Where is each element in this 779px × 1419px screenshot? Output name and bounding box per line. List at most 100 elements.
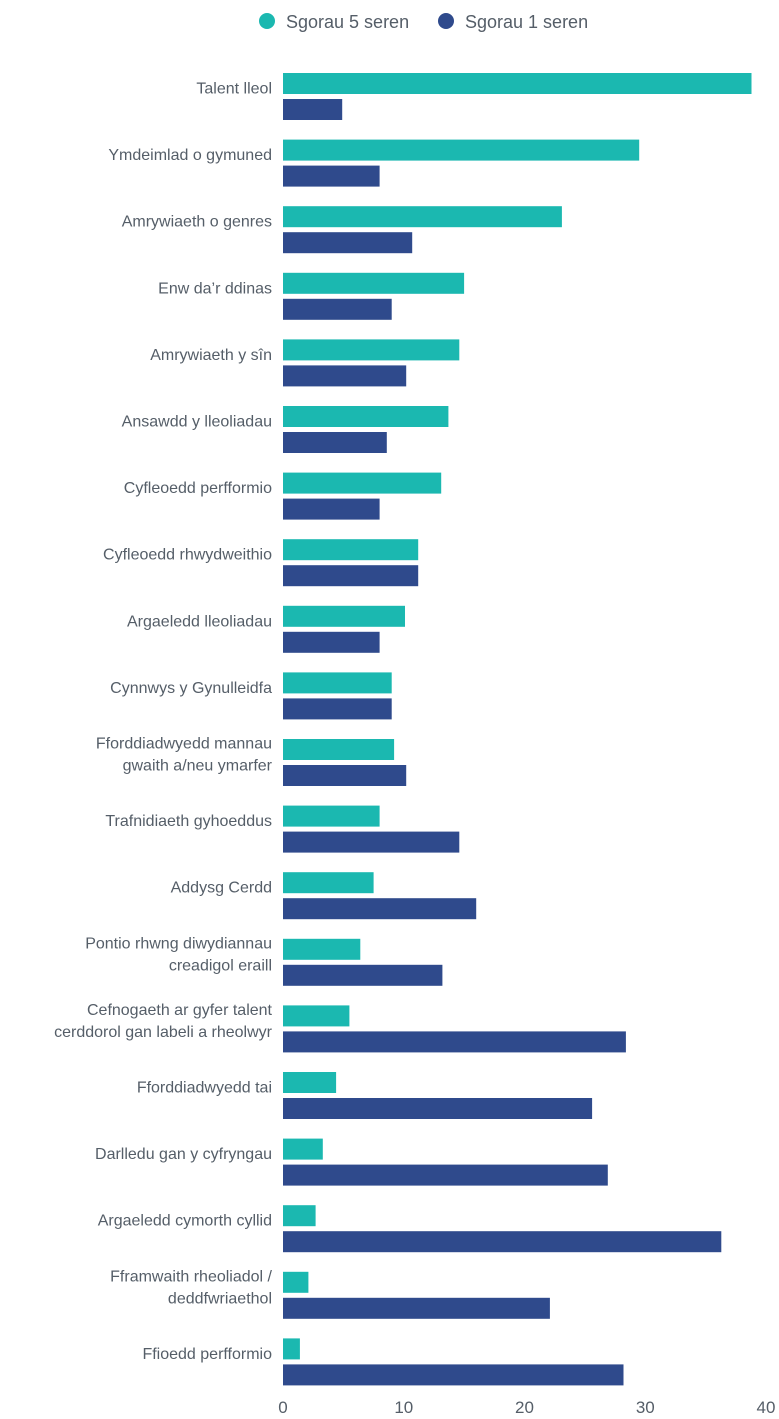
bar bbox=[283, 406, 449, 427]
bar bbox=[283, 964, 443, 986]
category-label-line: Amrywiaeth o genres bbox=[122, 214, 272, 231]
category-label-line: Fframwaith rheoliadol / bbox=[110, 1268, 272, 1285]
category-label-line: Enw da’r ddinas bbox=[158, 280, 272, 297]
category-label-line: gwaith a/neu ymarfer bbox=[123, 758, 273, 775]
bar bbox=[283, 739, 395, 760]
category-label: Argaeledd lleoliadau bbox=[127, 613, 272, 630]
legend-label: Sgorau 5 seren bbox=[286, 12, 409, 32]
category-label-line: Argaeledd lleoliadau bbox=[127, 613, 272, 630]
category-label-line: Cynnwys y Gynulleidfa bbox=[110, 680, 272, 697]
category-label: Ffioedd perfformio bbox=[142, 1346, 272, 1363]
category-label-line: Ansawdd y lleoliadau bbox=[122, 414, 272, 431]
category-label-line: Trafnidiaeth gyhoeddus bbox=[105, 813, 272, 830]
category-label-line: Ffioedd perfformio bbox=[142, 1346, 272, 1363]
x-tick-label: 30 bbox=[636, 1398, 655, 1417]
bar bbox=[283, 898, 477, 920]
category-label-line: cerddorol gan labeli a rheolwyr bbox=[54, 1024, 273, 1041]
category-label-line: Addysg Cerdd bbox=[171, 880, 272, 897]
category-label-line: Fforddiadwyedd tai bbox=[137, 1080, 272, 1097]
category-label: Darlledu gan y cyfryngau bbox=[95, 1146, 272, 1163]
category-label-line: Argaeledd cymorth cyllid bbox=[98, 1213, 272, 1230]
bar bbox=[283, 139, 640, 161]
category-label-line: creadigol eraill bbox=[169, 957, 272, 974]
bar bbox=[283, 539, 419, 561]
category-label-line: Cefnogaeth ar gyfer talent bbox=[87, 1002, 273, 1019]
bar bbox=[283, 1031, 626, 1053]
bar bbox=[283, 73, 752, 94]
legend-item: Sgorau 5 seren bbox=[259, 12, 409, 32]
category-label-line: Talent lleol bbox=[196, 81, 272, 98]
bar bbox=[283, 1138, 323, 1160]
bar bbox=[283, 1231, 722, 1253]
category-label: Ymdeimlad o gymuned bbox=[108, 147, 272, 164]
category-label: Talent lleol bbox=[196, 81, 272, 98]
legend-label: Sgorau 1 seren bbox=[465, 12, 588, 32]
bar bbox=[283, 339, 460, 361]
category-label: Trafnidiaeth gyhoeddus bbox=[105, 813, 272, 830]
category-label: Cyfleoedd perfformio bbox=[124, 480, 272, 497]
bar bbox=[283, 1072, 337, 1093]
category-label: Cynnwys y Gynulleidfa bbox=[110, 680, 272, 697]
bar bbox=[283, 605, 405, 627]
category-label: Enw da’r ddinas bbox=[158, 280, 272, 297]
bar bbox=[283, 565, 419, 587]
category-label: Pontio rhwng diwydiannau creadigol eraill bbox=[85, 935, 272, 974]
category-label: Cyfleoedd rhwydweithio bbox=[103, 547, 272, 564]
bar bbox=[283, 272, 465, 294]
bar bbox=[283, 1098, 593, 1119]
bar bbox=[283, 938, 361, 960]
category-label-line: deddfwriaethol bbox=[168, 1290, 272, 1307]
bar bbox=[283, 498, 380, 520]
category-label: Cefnogaeth ar gyfer talent cerddorol gan … bbox=[54, 1002, 273, 1041]
bar bbox=[283, 298, 392, 320]
bar bbox=[283, 1364, 624, 1386]
bar bbox=[283, 1297, 550, 1319]
category-label: Amrywiaeth o genres bbox=[122, 214, 272, 231]
category-label: Fforddiadwyedd mannau gwaith a/neu ymarfe… bbox=[96, 736, 273, 775]
legend-item: Sgorau 1 seren bbox=[438, 12, 588, 32]
legend-swatch bbox=[259, 13, 275, 29]
category-label-line: Darlledu gan y cyfryngau bbox=[95, 1146, 272, 1163]
bar bbox=[283, 1164, 608, 1186]
category-label-line: Ymdeimlad o gymuned bbox=[108, 147, 272, 164]
bar bbox=[283, 698, 392, 720]
bar bbox=[283, 805, 380, 827]
category-label: Fframwaith rheoliadol / deddfwriaethol bbox=[110, 1268, 272, 1307]
bar bbox=[283, 232, 413, 254]
category-label: Ansawdd y lleoliadau bbox=[122, 414, 272, 431]
category-label: Addysg Cerdd bbox=[171, 880, 272, 897]
bar bbox=[283, 472, 442, 494]
x-tick-label: 20 bbox=[515, 1398, 534, 1417]
bar bbox=[283, 765, 407, 786]
legend: Sgorau 5 seren Sgorau 1 seren bbox=[259, 12, 588, 32]
bar bbox=[283, 631, 380, 653]
legend-swatch bbox=[438, 13, 454, 29]
category-labels: Talent lleol Ymdeimlad o gymuned Amrywiaet… bbox=[54, 81, 273, 1363]
category-label-line: Fforddiadwyedd mannau bbox=[96, 736, 272, 753]
bar bbox=[283, 165, 380, 187]
category-label-line: Pontio rhwng diwydiannau bbox=[85, 935, 272, 952]
bar bbox=[283, 1205, 316, 1227]
x-axis-ticks: 0 10 20 30 40 bbox=[278, 1398, 775, 1417]
bars bbox=[283, 73, 752, 1386]
x-tick-label: 10 bbox=[394, 1398, 413, 1417]
category-label: Argaeledd cymorth cyllid bbox=[98, 1213, 272, 1230]
bar bbox=[283, 1338, 300, 1360]
x-tick-label: 0 bbox=[278, 1398, 287, 1417]
bar bbox=[283, 672, 392, 694]
bar bbox=[283, 1271, 309, 1293]
category-label: Fforddiadwyedd tai bbox=[137, 1080, 272, 1097]
category-label-line: Cyfleoedd perfformio bbox=[124, 480, 272, 497]
bar bbox=[283, 872, 374, 894]
bar bbox=[283, 831, 460, 853]
category-label: Amrywiaeth y sîn bbox=[150, 347, 272, 364]
bar bbox=[283, 432, 387, 453]
bar bbox=[283, 1005, 350, 1027]
bar bbox=[283, 206, 562, 228]
category-label-line: Cyfleoedd rhwydweithio bbox=[103, 547, 272, 564]
x-tick-label: 40 bbox=[757, 1398, 776, 1417]
bar bbox=[283, 99, 343, 120]
bar bbox=[283, 365, 407, 387]
category-label-line: Amrywiaeth y sîn bbox=[150, 347, 272, 364]
